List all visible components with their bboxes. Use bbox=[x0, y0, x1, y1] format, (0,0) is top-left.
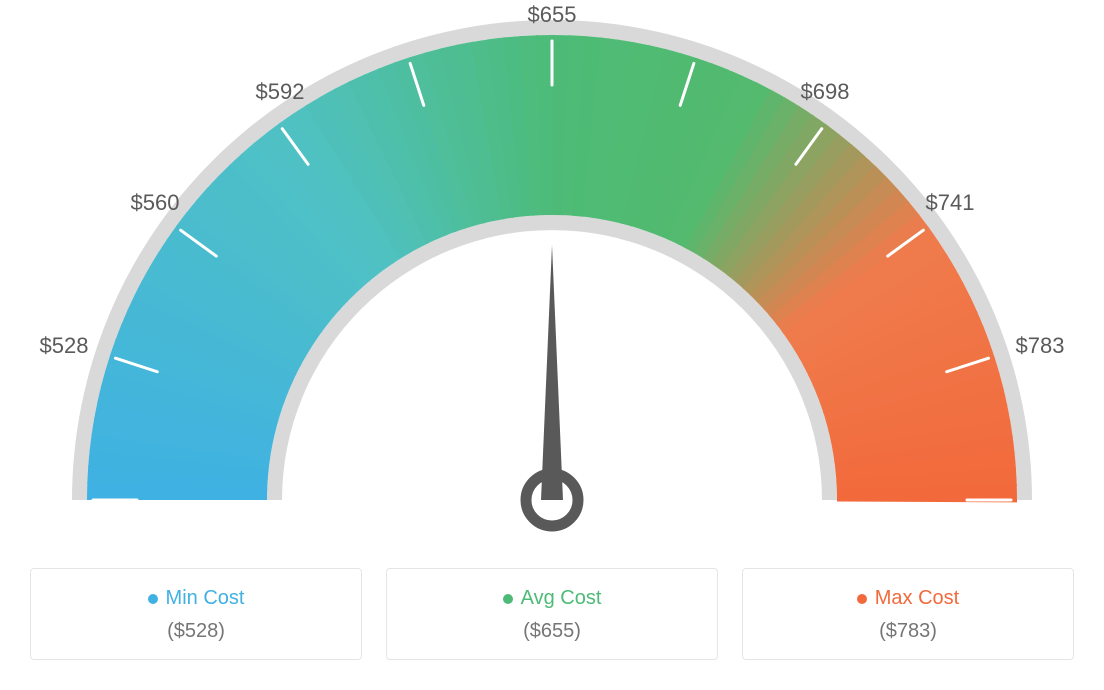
legend-min-label: Min Cost bbox=[166, 587, 245, 610]
legend-max-label: Max Cost bbox=[875, 587, 959, 610]
legend-row: Min Cost ($528) Avg Cost ($655) Max Cost… bbox=[30, 568, 1074, 660]
legend-min-title: Min Cost bbox=[148, 587, 245, 610]
legend-max-box: Max Cost ($783) bbox=[742, 568, 1074, 660]
gauge-tick-label: $783 bbox=[1016, 333, 1065, 359]
legend-max-value: ($783) bbox=[753, 620, 1063, 643]
dot-icon bbox=[857, 594, 867, 604]
gauge-tick-label: $698 bbox=[801, 79, 850, 105]
legend-avg-box: Avg Cost ($655) bbox=[386, 568, 718, 660]
gauge-svg bbox=[0, 0, 1104, 560]
gauge-area: $528 $560 $592 $655 $698 $741 $783 bbox=[0, 0, 1104, 560]
dot-icon bbox=[148, 594, 158, 604]
cost-gauge-widget: $528 $560 $592 $655 $698 $741 $783 Min Cost ($… bbox=[0, 0, 1104, 690]
dot-icon bbox=[503, 594, 513, 604]
gauge-tick-label: $741 bbox=[926, 190, 975, 216]
legend-avg-label: Avg Cost bbox=[521, 587, 602, 610]
gauge-tick-label: $655 bbox=[528, 2, 577, 28]
legend-min-box: Min Cost ($528) bbox=[30, 568, 362, 660]
legend-avg-title: Avg Cost bbox=[503, 587, 602, 610]
gauge-tick-label: $560 bbox=[131, 190, 180, 216]
legend-min-value: ($528) bbox=[41, 620, 351, 643]
legend-avg-value: ($655) bbox=[397, 620, 707, 643]
gauge-tick-label: $528 bbox=[40, 333, 89, 359]
gauge-tick-label: $592 bbox=[256, 79, 305, 105]
legend-max-title: Max Cost bbox=[857, 587, 959, 610]
